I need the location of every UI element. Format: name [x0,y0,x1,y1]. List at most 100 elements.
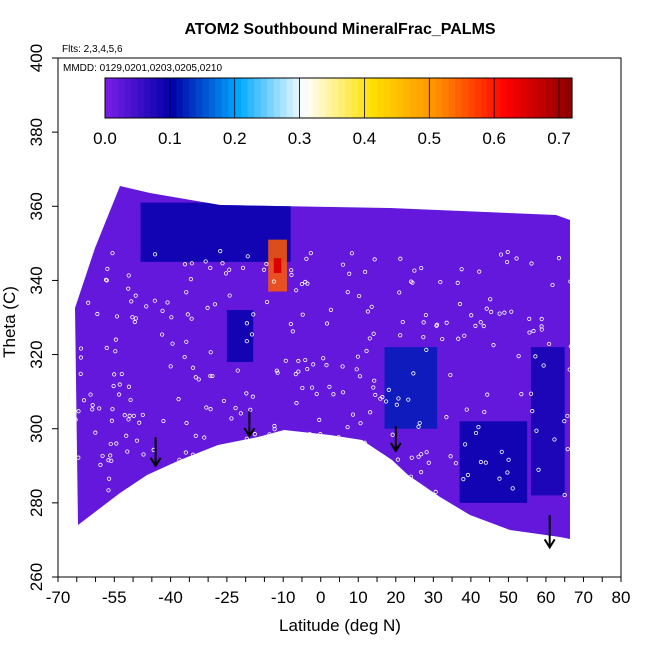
sample-point [502,310,507,315]
sample-point [295,472,300,477]
sample-point [539,316,544,322]
sample-point [469,313,474,318]
sample-point [151,492,156,497]
y-axis-title: Theta (C) [0,286,19,358]
sample-point [421,335,426,340]
sample-point [78,346,84,351]
sample-point [95,311,100,317]
sample-point [585,466,588,469]
sample-point [90,403,95,408]
sample-point [141,452,146,457]
heatmap-hotspot-core [273,258,282,274]
sample-point [340,262,346,267]
sample-point [465,472,471,478]
colorbar-swatch [390,78,398,118]
sample-point [66,254,69,257]
sample-point [144,304,149,309]
sample-point [137,420,142,425]
colorbar-swatch [215,78,223,118]
sample-point [550,282,555,288]
x-tick-label: 70 [574,588,593,607]
colorbar-swatch [500,78,508,118]
sample-point [100,453,105,459]
colorbar-swatch [195,78,203,118]
sample-point [310,435,315,440]
sample-point [75,487,76,492]
sample-point [271,279,277,284]
sample-point [168,364,173,369]
sample-point [365,309,371,314]
colorbar-swatch [221,78,229,118]
colorbar-swatch [370,78,379,118]
sample-point [112,372,117,377]
colorbar-swatch [156,78,164,118]
sample-point [67,406,70,409]
sample-point [476,425,481,430]
y-tick-label: 260 [27,563,46,591]
sample-point [308,251,313,256]
sample-point [367,336,372,341]
colorbar-swatch [468,78,476,118]
sample-point [140,412,145,418]
sample-point [539,324,544,329]
sample-point [124,433,129,438]
sample-point [242,467,247,472]
sample-point [294,288,299,293]
sample-point [497,476,502,481]
x-tick-label: -10 [271,588,296,607]
sample-point [372,257,377,262]
sample-point [289,268,294,273]
sample-point [421,320,426,325]
colorbar-swatch [286,78,294,118]
sample-point [416,454,421,459]
sample-point [93,430,98,435]
sample-point [106,488,111,493]
sample-point [384,399,389,404]
colorbar-swatch [357,78,366,118]
sample-point [407,491,412,496]
sample-point [238,411,243,416]
x-tick-label: -40 [158,588,183,607]
sample-point [483,460,488,465]
colorbar-swatch [105,78,113,118]
colorbar-swatch [565,78,573,118]
sample-point [184,420,189,426]
sample-point [130,315,135,320]
sample-point [412,268,417,273]
sample-point [113,349,118,354]
heatmap-cell-5 [459,421,528,503]
sample-point [283,358,288,363]
colorbar-swatch [526,78,534,118]
sample-point [182,262,188,267]
heatmap-cell-6 [530,347,565,496]
sample-point [419,265,424,271]
sample-point [152,298,157,303]
colorbar-swatch [137,78,145,118]
sample-point [183,450,188,455]
sample-point [117,382,122,387]
sample-point [189,316,194,321]
colorbar-swatch [306,78,314,118]
sample-point [205,305,210,310]
colorbar-tick-label: 0.2 [223,129,247,148]
sample-point [488,297,493,302]
sample-point [134,438,140,443]
x-tick-label: -70 [46,588,71,607]
colorbar-swatch [507,78,515,118]
sample-point [228,488,234,493]
sample-point [251,312,256,317]
sample-point [478,320,483,325]
sample-point [119,371,124,377]
colorbar-swatch [267,78,275,118]
sample-point [296,369,301,374]
sample-point [473,430,479,436]
sample-point [497,311,502,316]
y-tick-label: 340 [27,266,46,294]
sample-point [373,392,378,398]
sample-point [165,300,170,305]
colorbar-swatch [559,78,567,118]
sample-point [378,396,383,401]
sample-point [161,418,166,424]
sample-point [577,253,580,256]
